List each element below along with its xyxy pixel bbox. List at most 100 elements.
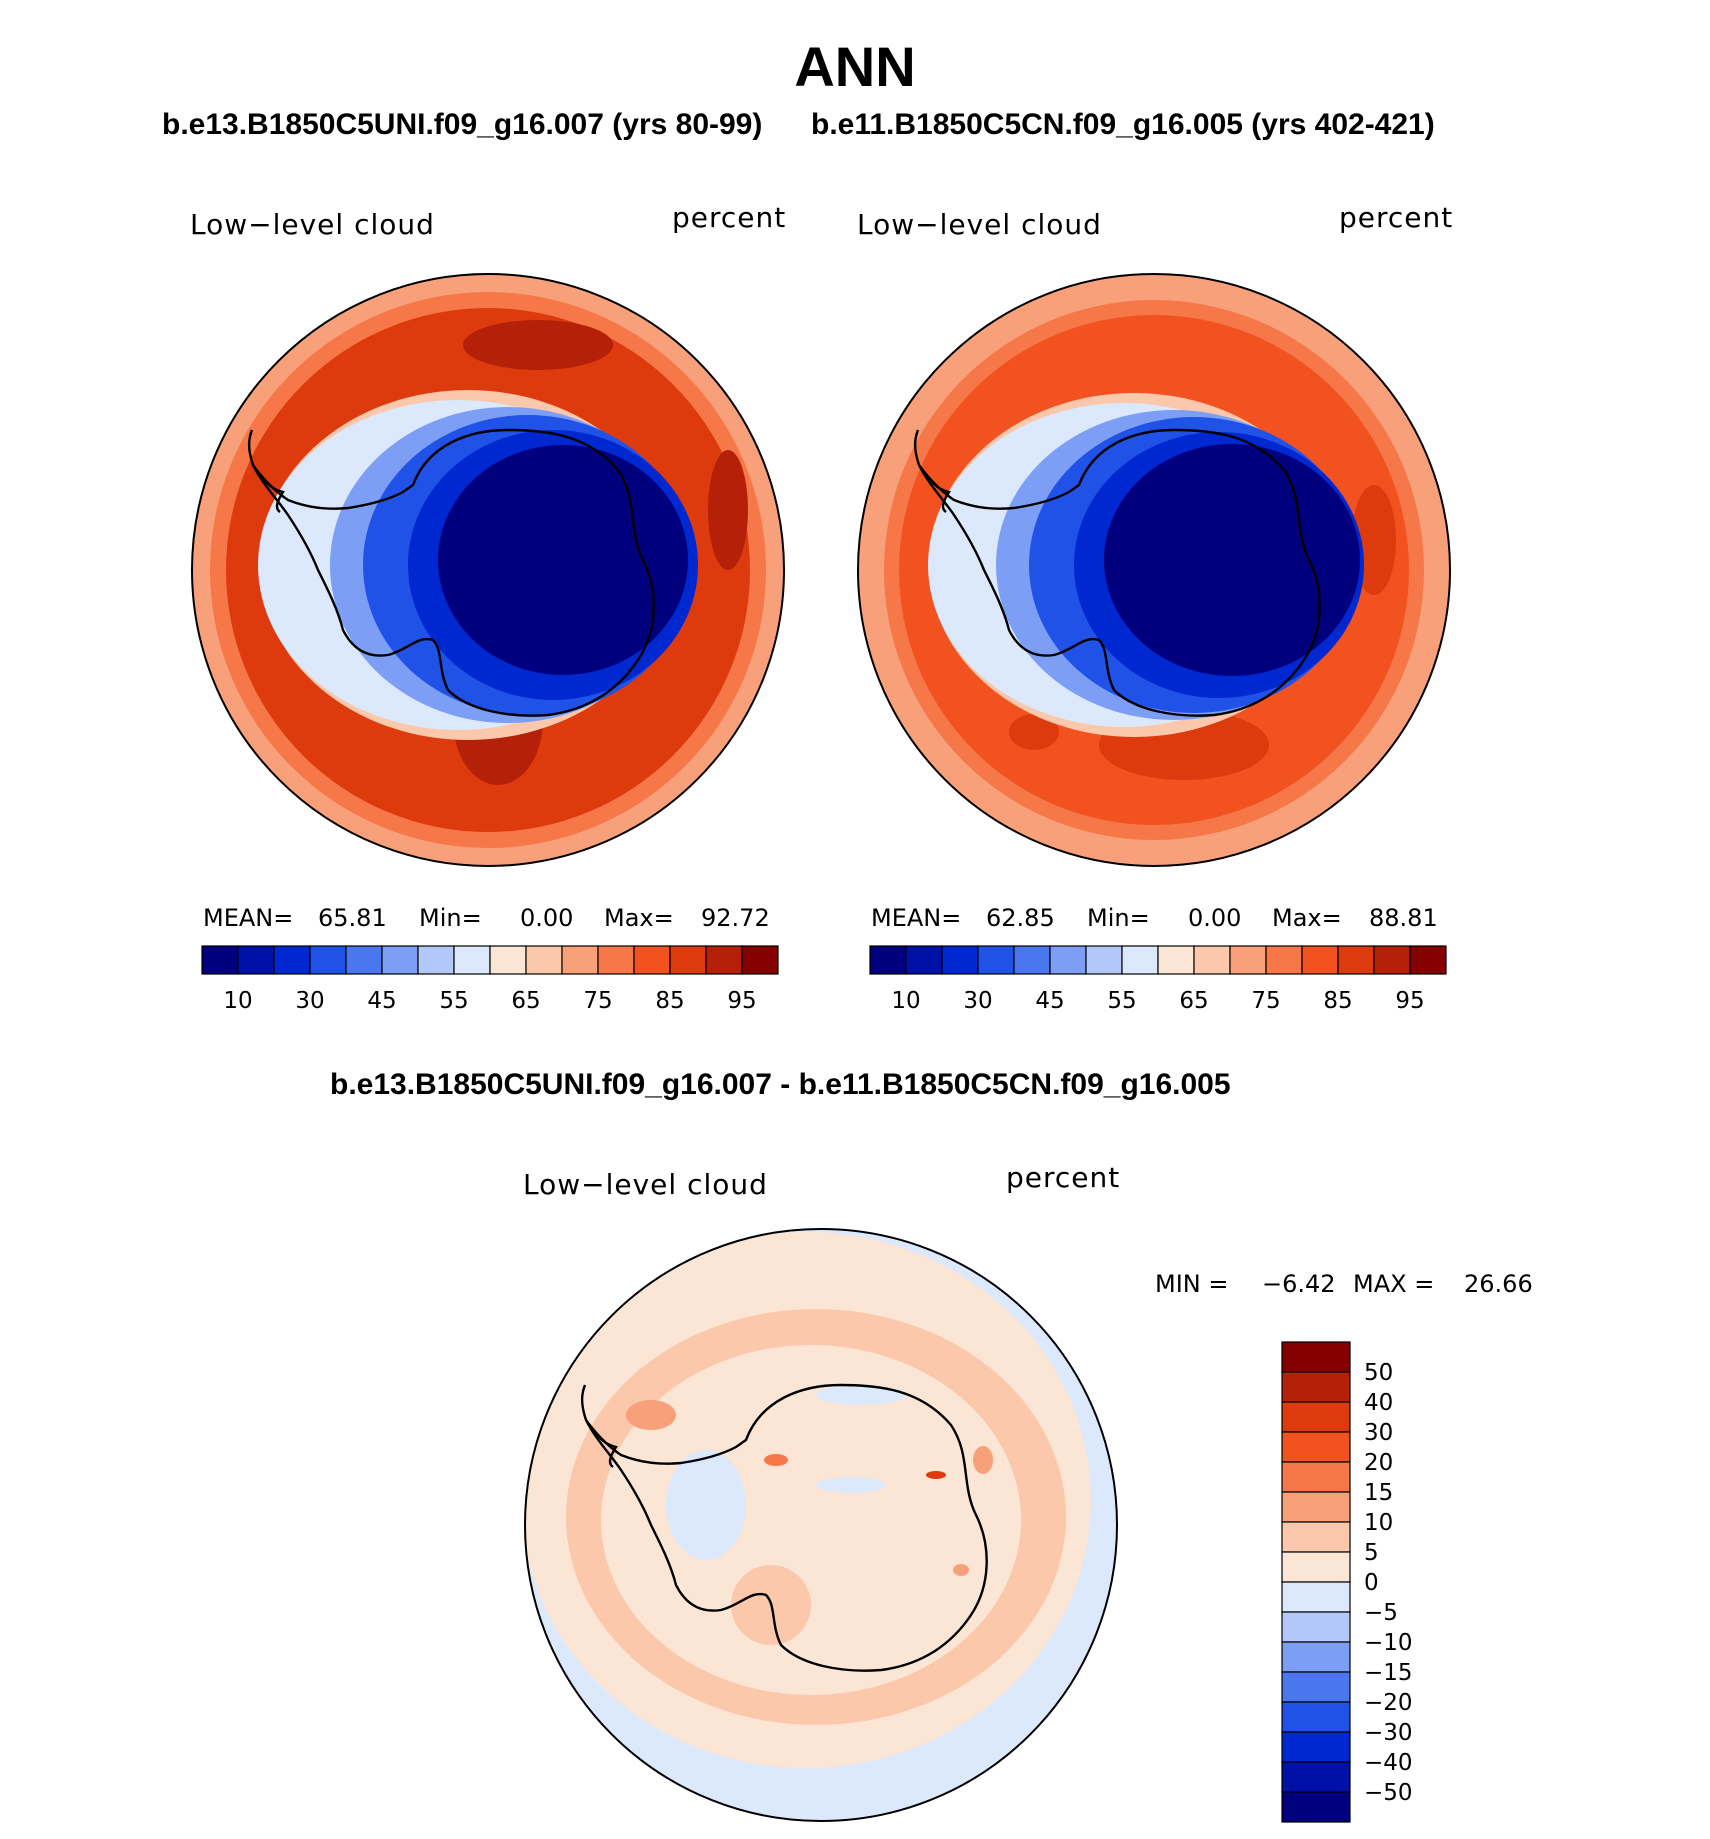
panel-2-mean-value: 62.85	[986, 904, 1055, 932]
panel-1-field-label: Low−level cloud	[190, 208, 435, 241]
panel-3-case-title: b.e13.B1850C5UNI.f09_g16.007 - b.e11.B18…	[330, 1068, 1231, 1101]
panel-3-colorbar-tick-label: −40	[1364, 1750, 1413, 1776]
panel-1-colorbar-tick-label: 85	[655, 988, 684, 1014]
panel-3-colorbar-tick-label: −30	[1364, 1720, 1413, 1746]
panel-2-colorbar-swatch	[905, 945, 943, 975]
panel-1-colorbar-tick-label: 45	[367, 988, 396, 1014]
panel-2-colorbar-swatch	[1373, 945, 1411, 975]
panel-3-map-border	[524, 1228, 1118, 1822]
panel-2-map	[857, 273, 1451, 867]
panel-3-colorbar-tick-label: 30	[1364, 1420, 1393, 1446]
panel-1-mean-label: MEAN=	[203, 904, 294, 932]
panel-3-colorbar-swatch	[1281, 1461, 1351, 1493]
panel-2-min-label: Min=	[1087, 904, 1150, 932]
panel-1-max-patch-north	[463, 320, 613, 370]
panel-1-units: percent	[672, 201, 787, 234]
panel-2-units: percent	[1339, 201, 1454, 234]
panel-2-max-value: 88.81	[1369, 904, 1438, 932]
panel-3-colorbar-swatch	[1281, 1521, 1351, 1553]
panel-2-case-title: b.e11.B1850C5CN.f09_g16.005 (yrs 402-421…	[811, 108, 1435, 141]
panel-2-colorbar-tick-label: 45	[1035, 988, 1064, 1014]
panel-1-colorbar-tick-label: 75	[583, 988, 612, 1014]
panel-2-colorbar-swatch	[1301, 945, 1339, 975]
panel-1-colorbar-swatch	[633, 945, 671, 975]
panel-2-colorbar-swatch	[1049, 945, 1087, 975]
panel-3-units: percent	[1006, 1161, 1121, 1194]
panel-2-colorbar-swatch	[1013, 945, 1051, 975]
panel-1-colorbar-swatch	[525, 945, 563, 975]
panel-1-min-value: 0.00	[520, 904, 574, 932]
panel-3-colorbar-swatch	[1281, 1641, 1351, 1673]
panel-2-colorbar-swatch	[1121, 945, 1159, 975]
panel-3-colorbar-tick-label: −5	[1364, 1600, 1398, 1626]
panel-2-colorbar-swatch	[977, 945, 1015, 975]
panel-3-min-value: −6.42	[1262, 1270, 1336, 1298]
panel-1-colorbar-swatch	[309, 945, 347, 975]
panel-3-colorbar-tick-label: 5	[1364, 1540, 1379, 1566]
panel-1-colorbar-swatch	[417, 945, 455, 975]
panel-2-colorbar-swatch	[1265, 945, 1303, 975]
panel-1-max-value: 92.72	[701, 904, 770, 932]
panel-2-colorbar-tick-label: 10	[891, 988, 920, 1014]
panel-3-pos-patch	[626, 1400, 676, 1430]
panel-3-colorbar-swatch	[1281, 1581, 1351, 1613]
panel-3-colorbar-swatch	[1281, 1371, 1351, 1403]
panel-1-map-border	[191, 273, 785, 867]
panel-2-colorbar-tick-label: 95	[1395, 988, 1424, 1014]
panel-1-colorbar-swatch	[669, 945, 707, 975]
panel-1-colorbar-swatch	[201, 945, 239, 975]
panel-1-colorbar-swatch	[237, 945, 275, 975]
panel-3-colorbar-tick-label: 20	[1364, 1450, 1393, 1476]
panel-1-plateau-min	[438, 445, 688, 675]
panel-3-map	[524, 1228, 1118, 1822]
panel-2-colorbar-swatch	[1409, 945, 1447, 975]
panel-2-max-label: Max=	[1272, 904, 1342, 932]
panel-3-min-label: MIN =	[1155, 1270, 1229, 1298]
panel-1-colorbar-tick-label: 55	[439, 988, 468, 1014]
panel-1-colorbar-tick-label: 10	[223, 988, 252, 1014]
panel-2-colorbar-swatch	[1337, 945, 1375, 975]
panel-3-max-value: 26.66	[1464, 1270, 1533, 1298]
panel-1-colorbar-tick-label: 95	[727, 988, 756, 1014]
panel-2-map-border	[857, 273, 1451, 867]
panel-2-colorbar-swatch	[1193, 945, 1231, 975]
panel-1-colorbar-swatch	[489, 945, 527, 975]
panel-2-colorbar-tick-label: 65	[1179, 988, 1208, 1014]
page-title: ANN	[794, 35, 916, 98]
panel-1-colorbar-swatch	[597, 945, 635, 975]
panel-3-neg-patch-west	[666, 1450, 746, 1560]
panel-1-colorbar-tick-label: 65	[511, 988, 540, 1014]
panel-2-colorbar-tick-label: 55	[1107, 988, 1136, 1014]
panel-1-case-title: b.e13.B1850C5UNI.f09_g16.007 (yrs 80-99)	[162, 108, 763, 141]
panel-2-colorbar-swatch	[1085, 945, 1123, 975]
panel-3-max-label: MAX =	[1353, 1270, 1435, 1298]
panel-1-max-patch-east	[708, 450, 748, 570]
panel-2-plateau-min	[1104, 444, 1360, 676]
panel-2-min-value: 0.00	[1188, 904, 1242, 932]
panel-1-min-label: Min=	[419, 904, 482, 932]
panel-3-colorbar-swatch	[1281, 1431, 1351, 1463]
panel-1-colorbar-swatch	[741, 945, 779, 975]
panel-3-colorbar-swatch	[1281, 1761, 1351, 1793]
panel-3-colorbar-swatch	[1281, 1671, 1351, 1703]
panel-2-colorbar-swatch	[869, 945, 907, 975]
panel-3-colorbar-tick-label: 50	[1364, 1360, 1393, 1386]
panel-3-colorbar-tick-label: 15	[1364, 1480, 1393, 1506]
panel-1-colorbar-swatch	[345, 945, 383, 975]
panel-3-colorbar-tick-label: 40	[1364, 1390, 1393, 1416]
panel-2-colorbar-swatch	[941, 945, 979, 975]
panel-3-colorbar-swatch	[1281, 1791, 1351, 1823]
panel-3-colorbar-tick-label: 10	[1364, 1510, 1393, 1536]
panel-2-colorbar-tick-label: 75	[1251, 988, 1280, 1014]
panel-3-colorbar-swatch	[1281, 1731, 1351, 1763]
panel-3-colorbar-tick-label: 0	[1364, 1570, 1379, 1596]
panel-3-colorbar-swatch	[1281, 1401, 1351, 1433]
panel-2-colorbar-swatch	[1229, 945, 1267, 975]
panel-2-colorbar: 10 30 45 55 65 75 85 95	[869, 945, 1447, 1014]
panel-2-mean-label: MEAN=	[871, 904, 962, 932]
panel-3-colorbar-tick-label: −10	[1364, 1630, 1413, 1656]
panel-1-max-label: Max=	[604, 904, 674, 932]
panel-2-colorbar-tick-label: 30	[963, 988, 992, 1014]
panel-1-mean-value: 65.81	[318, 904, 387, 932]
